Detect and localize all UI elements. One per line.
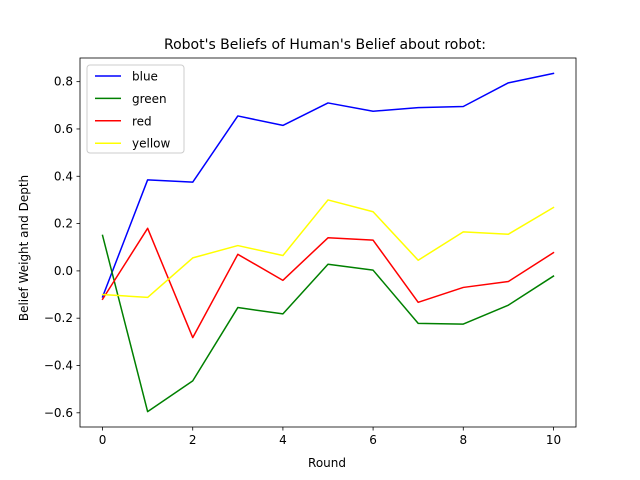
x-axis-label: Round (308, 456, 346, 470)
y-tick-label: 0.2 (54, 217, 73, 231)
x-tick-label: 10 (546, 433, 561, 447)
legend-label-red: red (132, 114, 152, 128)
x-tick-label: 0 (99, 433, 107, 447)
x-tick-label: 4 (279, 433, 287, 447)
legend-label-yellow: yellow (132, 137, 170, 151)
x-tick-label: 6 (369, 433, 377, 447)
y-tick-label: 0.6 (54, 122, 73, 136)
y-tick-label: 0.8 (54, 75, 73, 89)
y-tick-label: −0.4 (44, 359, 73, 373)
series-line-green (101, 234, 555, 413)
legend-label-blue: blue (132, 70, 158, 84)
x-tick-label: 8 (459, 433, 467, 447)
series-line-red (101, 227, 555, 339)
series-line-blue (101, 72, 555, 298)
plot-area (79, 57, 577, 428)
y-axis: −0.6 −0.4 −0.2 0.0 0.2 0.4 0.6 0.8 (44, 75, 80, 420)
legend: blue green red yellow (86, 64, 185, 154)
chart-title: Robot's Beliefs of Human's Belief about … (164, 37, 486, 53)
x-tick-label: 2 (189, 433, 197, 447)
y-axis-label: Belief Weight and Depth (17, 175, 31, 321)
legend-label-green: green (132, 92, 167, 106)
plot-frame (79, 57, 577, 428)
y-tick-label: −0.6 (44, 406, 73, 420)
y-tick-label: 0.0 (54, 264, 73, 278)
legend-box (86, 64, 185, 154)
x-axis: 0 2 4 6 8 10 (99, 427, 561, 447)
y-tick-label: −0.2 (44, 311, 73, 325)
y-tick-label: 0.4 (54, 169, 73, 183)
series-line-yellow (101, 199, 555, 299)
